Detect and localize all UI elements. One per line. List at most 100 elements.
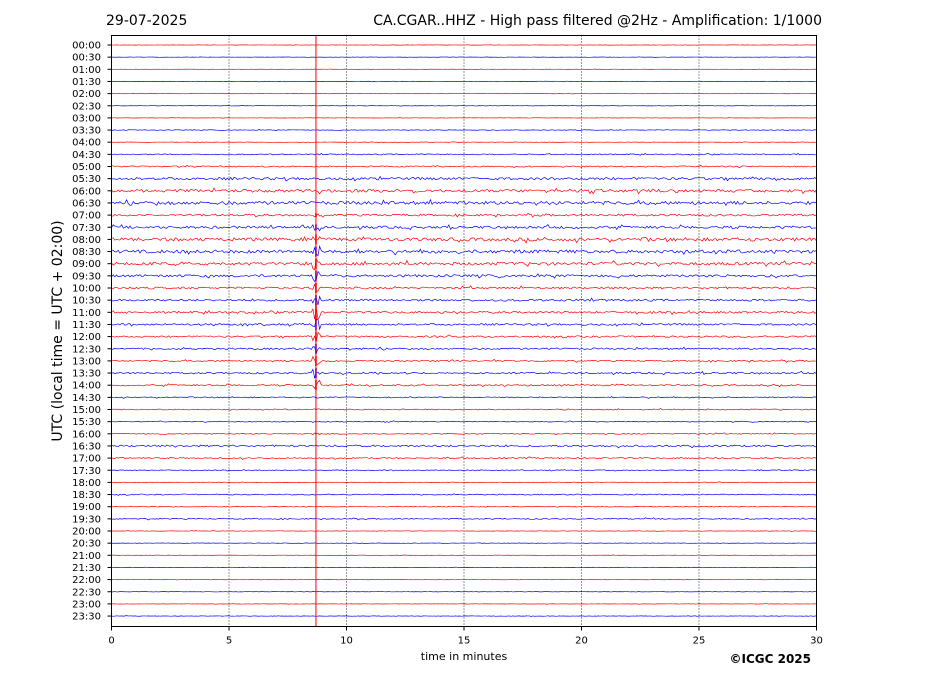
trace-line [111, 481, 817, 484]
y-axis-label: UTC (local time = UTC + 02:00) [50, 220, 66, 441]
y-tick-label: 22:30 [72, 587, 101, 598]
trace-line [111, 493, 817, 496]
x-tick-label: 15 [458, 636, 471, 647]
x-tick-label: 25 [693, 636, 706, 647]
y-tick-label: 10:30 [72, 296, 101, 307]
trace-line [111, 245, 817, 257]
y-tick-label: 02:00 [72, 89, 101, 100]
trace-line [111, 355, 817, 365]
y-tick-label: 04:00 [72, 138, 101, 149]
trace-line [111, 295, 817, 306]
y-tick-label: 01:30 [72, 77, 101, 88]
traces [111, 44, 817, 617]
y-tick-label: 08:30 [72, 247, 101, 258]
trace-line [111, 213, 817, 218]
x-tick-label: 0 [108, 636, 114, 647]
trace-line [111, 270, 817, 283]
trace-line [111, 590, 817, 593]
y-tick-label: 06:30 [72, 198, 101, 209]
y-tick-label: 04:30 [72, 150, 101, 161]
y-tick-label: 20:30 [72, 539, 101, 550]
y-tick-label: 12:30 [72, 344, 101, 355]
y-tick-label: 19:00 [72, 502, 101, 513]
trace-line [111, 408, 817, 411]
y-tick-label: 21:30 [72, 563, 101, 574]
trace-line [111, 346, 817, 355]
y-tick-label: 10:00 [72, 284, 101, 295]
date-label: 29-07-2025 [106, 13, 187, 29]
trace-line [111, 469, 817, 472]
chart-title: CA.CGAR..HHZ - High pass filtered @2Hz -… [373, 13, 822, 29]
y-tick-label: 09:30 [72, 271, 101, 282]
y-tick-label: 06:00 [72, 186, 101, 197]
plot-frame [111, 35, 817, 627]
trace-line [111, 517, 817, 521]
y-tick-label: 05:00 [72, 162, 101, 173]
x-tick-labels: 0 5 10 15 20 25 30 [108, 626, 823, 647]
trace-line [111, 92, 817, 95]
trace-line [111, 283, 817, 292]
y-tick-label: 15:00 [72, 405, 101, 416]
y-tick-label: 23:30 [72, 612, 101, 623]
trace-line [111, 198, 817, 207]
trace-line [111, 175, 817, 182]
y-tick-label: 13:00 [72, 356, 101, 367]
y-tick-label: 17:00 [72, 454, 101, 465]
y-tick-label: 18:30 [72, 490, 101, 501]
y-tick-label: 07:00 [72, 211, 101, 222]
trace-line [111, 68, 817, 70]
trace-line [111, 164, 817, 169]
y-tick-label: 00:30 [72, 53, 101, 64]
trace-line [111, 432, 817, 436]
y-tick-label: 15:30 [72, 417, 101, 428]
trace-line [111, 318, 817, 331]
trace-line [111, 530, 817, 532]
trace-line [111, 224, 817, 232]
trace-line [111, 258, 817, 271]
y-tick-label: 13:30 [72, 369, 101, 380]
y-tick-label: 11:30 [72, 320, 101, 331]
y-tick-label: 22:00 [72, 575, 101, 586]
y-tick-label: 09:00 [72, 259, 101, 270]
x-tick-label: 10 [340, 636, 353, 647]
trace-line [111, 603, 817, 605]
x-axis-label: time in minutes [421, 650, 508, 663]
copyright-label: ©ICGC 2025 [729, 652, 811, 666]
y-tick-label: 20:00 [72, 527, 101, 538]
trace-line [111, 566, 817, 569]
y-tick-label: 08:00 [72, 235, 101, 246]
y-tick-label: 16:00 [72, 429, 101, 440]
trace-line [111, 554, 817, 557]
y-tick-label: 14:30 [72, 393, 101, 404]
x-tick-label: 20 [575, 636, 588, 647]
trace-line [111, 56, 817, 58]
y-tick-label: 07:30 [72, 223, 101, 234]
y-tick-label: 11:00 [72, 308, 101, 319]
trace-line [111, 44, 817, 46]
y-tick-label: 00:00 [72, 41, 101, 52]
x-tick-label: 30 [810, 636, 823, 647]
y-tick-label: 18:00 [72, 478, 101, 489]
trace-line [111, 396, 817, 399]
y-tick-label: 23:00 [72, 599, 101, 610]
trace-line [111, 141, 817, 143]
trace-line [111, 420, 817, 423]
trace-line [111, 129, 817, 132]
y-tick-label: 19:30 [72, 514, 101, 525]
trace-line [111, 542, 817, 544]
trace-line [111, 307, 817, 320]
trace-line [111, 187, 817, 195]
y-tick-label: 02:30 [72, 101, 101, 112]
x-tick-label: 5 [226, 636, 232, 647]
y-tick-label: 03:00 [72, 113, 101, 124]
y-tick-label: 21:00 [72, 551, 101, 562]
trace-line [111, 578, 817, 581]
y-tick-label: 12:00 [72, 332, 101, 343]
y-tick-label: 01:00 [72, 65, 101, 76]
trace-line [111, 104, 817, 107]
y-tick-label: 17:30 [72, 466, 101, 477]
grid-lines [228, 35, 700, 627]
trace-line [111, 80, 817, 83]
